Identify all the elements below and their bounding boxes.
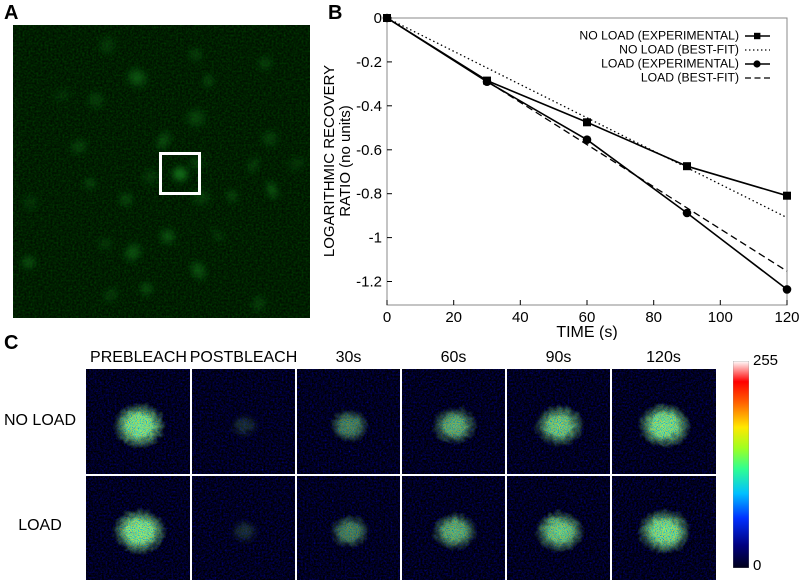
- svg-text:-1.2: -1.2: [356, 274, 382, 291]
- svg-text:20: 20: [445, 309, 462, 326]
- svg-text:LOAD (BEST-FIT): LOAD (BEST-FIT): [641, 71, 739, 85]
- svg-text:TIME (s): TIME (s): [556, 324, 617, 340]
- svg-text:80: 80: [645, 309, 662, 326]
- svg-text:100: 100: [708, 309, 733, 326]
- svg-text:0: 0: [374, 10, 382, 27]
- svg-text:-1: -1: [369, 230, 382, 247]
- svg-text:-0.2: -0.2: [356, 54, 382, 71]
- svg-text:40: 40: [512, 309, 529, 326]
- svg-text:120: 120: [774, 309, 799, 326]
- svg-text:NO LOAD (EXPERIMENTAL): NO LOAD (EXPERIMENTAL): [579, 29, 739, 43]
- svg-text:0: 0: [383, 309, 391, 326]
- svg-text:RATIO (no units): RATIO (no units): [337, 105, 354, 216]
- svg-text:-0.6: -0.6: [356, 142, 382, 159]
- svg-text:-0.4: -0.4: [356, 98, 382, 115]
- svg-text:LOAD (EXPERIMENTAL): LOAD (EXPERIMENTAL): [601, 57, 739, 71]
- svg-text:NO LOAD (BEST-FIT): NO LOAD (BEST-FIT): [619, 43, 739, 57]
- svg-text:-0.8: -0.8: [356, 186, 382, 203]
- svg-text:LOGARITHMIC RECOVERY: LOGARITHMIC RECOVERY: [321, 65, 338, 257]
